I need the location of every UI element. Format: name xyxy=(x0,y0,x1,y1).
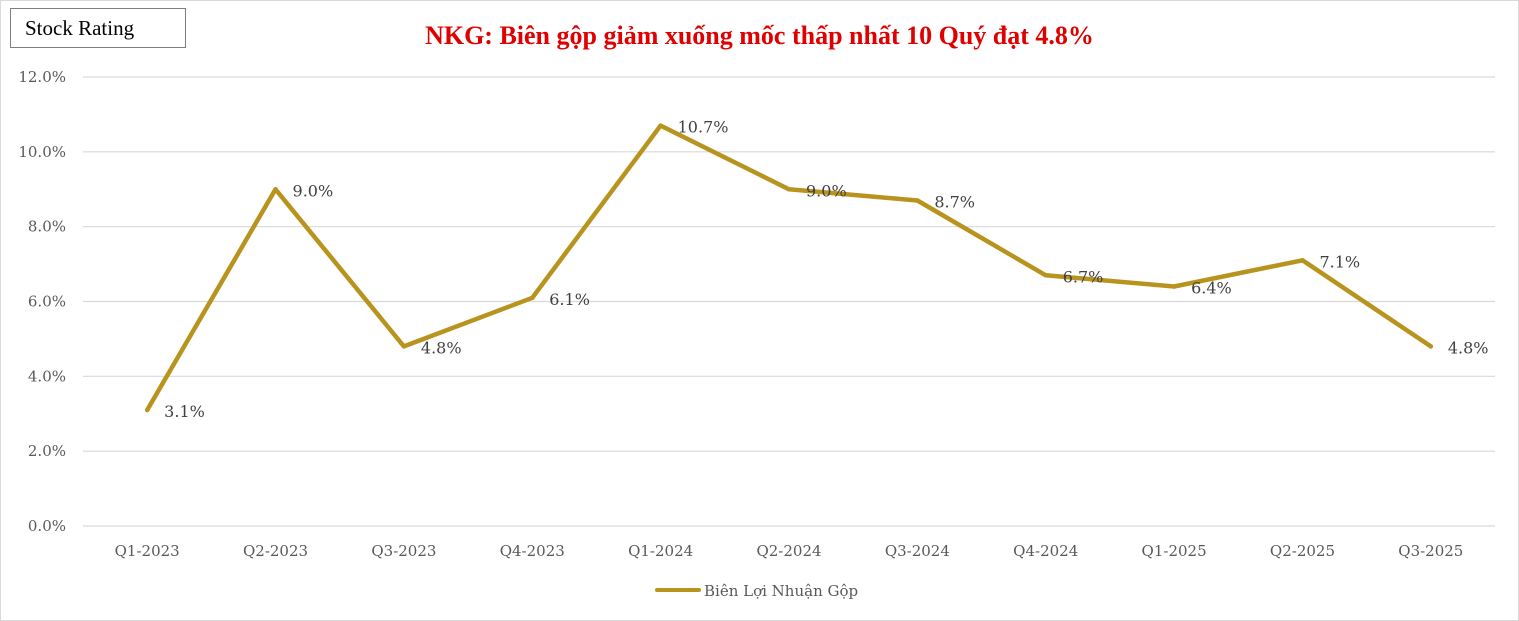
x-tick-label: Q2-2024 xyxy=(756,542,821,560)
data-point xyxy=(915,198,920,203)
series-layer xyxy=(144,123,1434,413)
y-tick-label: 6.0% xyxy=(28,293,66,311)
y-tick-label: 12.0% xyxy=(18,68,66,86)
data-label: 9.0% xyxy=(806,181,847,200)
data-point xyxy=(530,295,535,300)
x-tick-label: Q3-2025 xyxy=(1398,542,1463,560)
data-label: 6.4% xyxy=(1191,279,1232,298)
y-tick-label: 4.0% xyxy=(28,367,66,385)
data-point xyxy=(1043,273,1048,278)
x-tick-label: Q3-2023 xyxy=(371,542,436,560)
series-line xyxy=(144,123,1434,413)
data-label: 10.7% xyxy=(678,118,729,137)
x-tick-label: Q2-2025 xyxy=(1270,542,1335,560)
data-point xyxy=(144,407,150,413)
y-tick-label: 8.0% xyxy=(28,218,66,236)
chart-title: NKG: Biên gộp giảm xuống mốc thấp nhất 1… xyxy=(425,21,1094,50)
legend-label: Biên Lợi Nhuận Gộp xyxy=(704,582,858,600)
data-point xyxy=(658,123,663,128)
data-point xyxy=(786,187,792,192)
data-label: 3.1% xyxy=(164,402,205,421)
x-tick-label: Q4-2023 xyxy=(500,542,565,560)
y-tick-label: 10.0% xyxy=(18,143,66,161)
data-point xyxy=(1428,344,1434,349)
stock-rating-tag: Stock Rating xyxy=(10,8,186,48)
data-label: 6.7% xyxy=(1063,267,1104,286)
data-label: 4.8% xyxy=(421,338,462,357)
stock-rating-label: Stock Rating xyxy=(25,16,135,40)
x-tick-label: Q1-2023 xyxy=(115,542,180,560)
x-tick-label: Q1-2024 xyxy=(628,542,693,560)
y-tick-label: 2.0% xyxy=(28,442,66,460)
data-label: 8.7% xyxy=(934,192,975,211)
gridlines xyxy=(83,76,1495,527)
data-label: 9.0% xyxy=(293,181,334,200)
data-label: 7.1% xyxy=(1319,252,1360,271)
data-point xyxy=(273,187,278,192)
x-tick-label: Q1-2025 xyxy=(1142,542,1207,560)
data-point xyxy=(1171,284,1177,289)
x-tick-label: Q3-2024 xyxy=(885,542,950,560)
data-point xyxy=(401,344,407,349)
y-axis-ticks: 0.0% 2.0% 4.0% 6.0% 8.0% 10.0% 12.0% xyxy=(18,68,66,535)
data-point xyxy=(1300,258,1305,263)
y-tick-label: 0.0% xyxy=(28,517,66,535)
data-label: 6.1% xyxy=(549,290,590,309)
x-tick-label: Q2-2023 xyxy=(243,542,308,560)
x-tick-label: Q4-2024 xyxy=(1013,542,1078,560)
data-labels: 3.1% 9.0% 4.8% 6.1% 10.7% 9.0% 8.7% 6.7% 6.4% 7.1… xyxy=(164,118,1488,421)
x-axis-ticks: Q1-2023 Q2-2023 Q3-2023 Q4-2023 Q1-2024 Q2-20… xyxy=(115,542,1464,560)
data-label: 4.8% xyxy=(1448,338,1489,357)
legend: Biên Lợi Nhuận Gộp xyxy=(655,582,858,600)
